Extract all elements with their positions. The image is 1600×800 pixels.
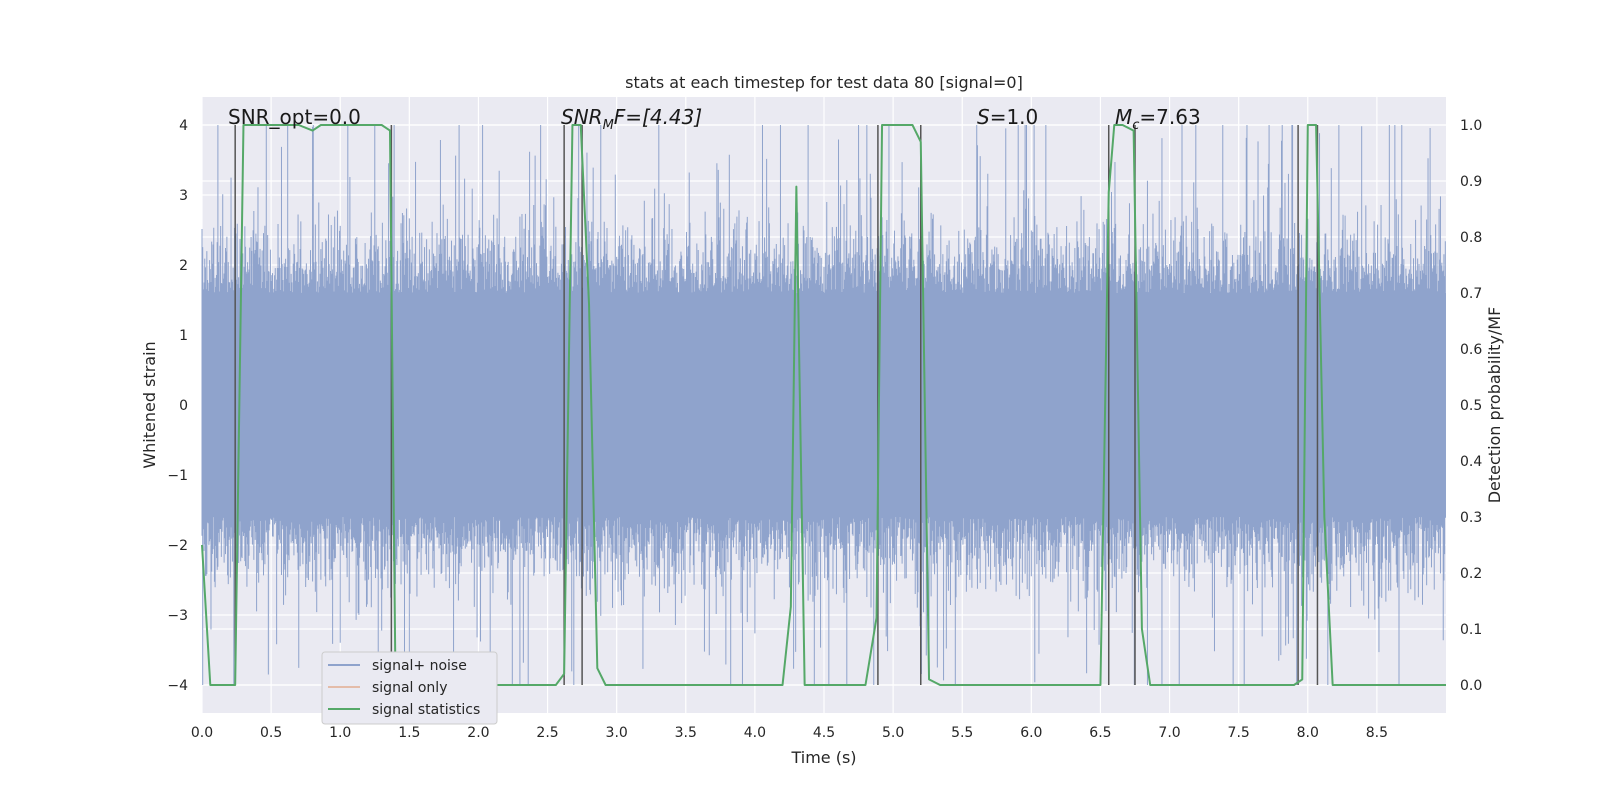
x-tick-label-13: 6.5 [1089, 725, 1111, 741]
y-tick-label-left-2: 2 [179, 258, 188, 274]
x-tick-label-0: 0.0 [191, 725, 213, 741]
x-tick-labels: 0.0 0.5 1.0 1.5 2.0 2.5 3.0 3.5 4.0 4.5 5.0 5.5 6.0 6… [191, 725, 1388, 741]
series-signal-statistics [201, 124, 1446, 686]
x-tick-label-1: 0.5 [260, 725, 282, 741]
x-tick-label-12: 6.0 [1020, 725, 1042, 741]
x-axis-label: Time (s) [790, 748, 856, 767]
y-tick-label-right-8: 0.2 [1460, 566, 1482, 582]
y-tick-label-right-1: 0.9 [1460, 174, 1482, 190]
x-tick-label-11: 5.5 [951, 725, 973, 741]
x-tick-label-17: 8.5 [1366, 725, 1388, 741]
y-axis-label-left: Whitened strain [140, 341, 159, 468]
legend-label-signal-statistics: signal statistics [372, 702, 480, 718]
annotation-snr-mf-rest: F=[4.43] [614, 105, 702, 129]
y-tick-label-right-5: 0.5 [1460, 398, 1482, 414]
x-tick-label-3: 1.5 [398, 725, 420, 741]
y-tick-labels-left: 4 3 2 1 0 −1 −2 −3 −4 [167, 118, 188, 694]
y-tick-label-right-6: 0.4 [1460, 454, 1482, 470]
y-axis-label-right: Detection probability/MF [1485, 307, 1504, 504]
y-tick-label-right-3: 0.7 [1460, 286, 1482, 302]
x-tick-label-4: 2.0 [467, 725, 489, 741]
y-tick-label-right-2: 0.8 [1460, 230, 1482, 246]
annotation-snr-mf: SNRMF=[4.43] [561, 105, 702, 133]
x-tick-label-16: 8.0 [1297, 725, 1319, 741]
x-tick-label-7: 3.5 [675, 725, 697, 741]
y-tick-label-left-7: −3 [167, 608, 188, 624]
noise-trace [201, 125, 1446, 685]
legend-label-signal-noise: signal+ noise [372, 658, 467, 674]
y-tick-label-right-0: 1.0 [1460, 118, 1482, 134]
x-tick-label-15: 7.5 [1228, 725, 1250, 741]
annotation-snr-opt: SNR_opt=0.0 [228, 105, 361, 129]
y-tick-labels-right: 1.0 0.9 0.8 0.7 0.6 0.5 0.4 0.3 0.2 0.1 0.0 [1460, 118, 1482, 694]
annotation-mc-sub: c [1132, 118, 1139, 133]
x-tick-label-5: 2.5 [536, 725, 558, 741]
y-tick-label-right-9: 0.1 [1460, 622, 1482, 638]
y-tick-label-right-7: 0.3 [1460, 510, 1482, 526]
x-tick-label-2: 1.0 [329, 725, 351, 741]
legend: signal+ noise signal only signal statist… [321, 651, 498, 725]
legend-box [321, 651, 498, 725]
x-tick-label-14: 7.0 [1158, 725, 1180, 741]
annotation-snr-mf-base: SNR [561, 105, 603, 129]
annotation-mc: Mc=7.63 [1115, 105, 1201, 133]
x-tick-label-9: 4.5 [813, 725, 835, 741]
annotation-s: S=1.0 [977, 105, 1038, 129]
y-tick-label-left-1: 3 [179, 188, 188, 204]
y-tick-label-left-3: 1 [179, 328, 188, 344]
y-tick-label-left-4: 0 [179, 398, 188, 414]
annotation-s-rest: =1.0 [990, 105, 1039, 129]
x-tick-label-8: 4.0 [744, 725, 766, 741]
chart-title: stats at each timestep for test data 80 … [625, 73, 1023, 92]
annotation-s-sym: S [977, 105, 990, 129]
x-tick-label-10: 5.0 [882, 725, 904, 741]
y-tick-label-left-5: −1 [167, 468, 188, 484]
annotation-mc-rest: =7.63 [1139, 105, 1200, 129]
y-tick-label-left-8: −4 [167, 678, 188, 694]
y-tick-label-left-0: 4 [179, 118, 188, 134]
legend-label-signal-only: signal only [372, 680, 447, 696]
series-signal-plus-noise [201, 125, 1446, 685]
annotation-mc-sym: M [1115, 105, 1132, 129]
plot-area [201, 97, 1446, 713]
annotation-snr-mf-sub: M [603, 118, 614, 133]
y-tick-label-right-4: 0.6 [1460, 342, 1482, 358]
x-tick-label-6: 3.0 [606, 725, 628, 741]
y-tick-label-right-10: 0.0 [1460, 678, 1482, 694]
signal-statistics-line [201, 124, 1446, 686]
y-tick-label-left-6: −2 [167, 538, 188, 554]
